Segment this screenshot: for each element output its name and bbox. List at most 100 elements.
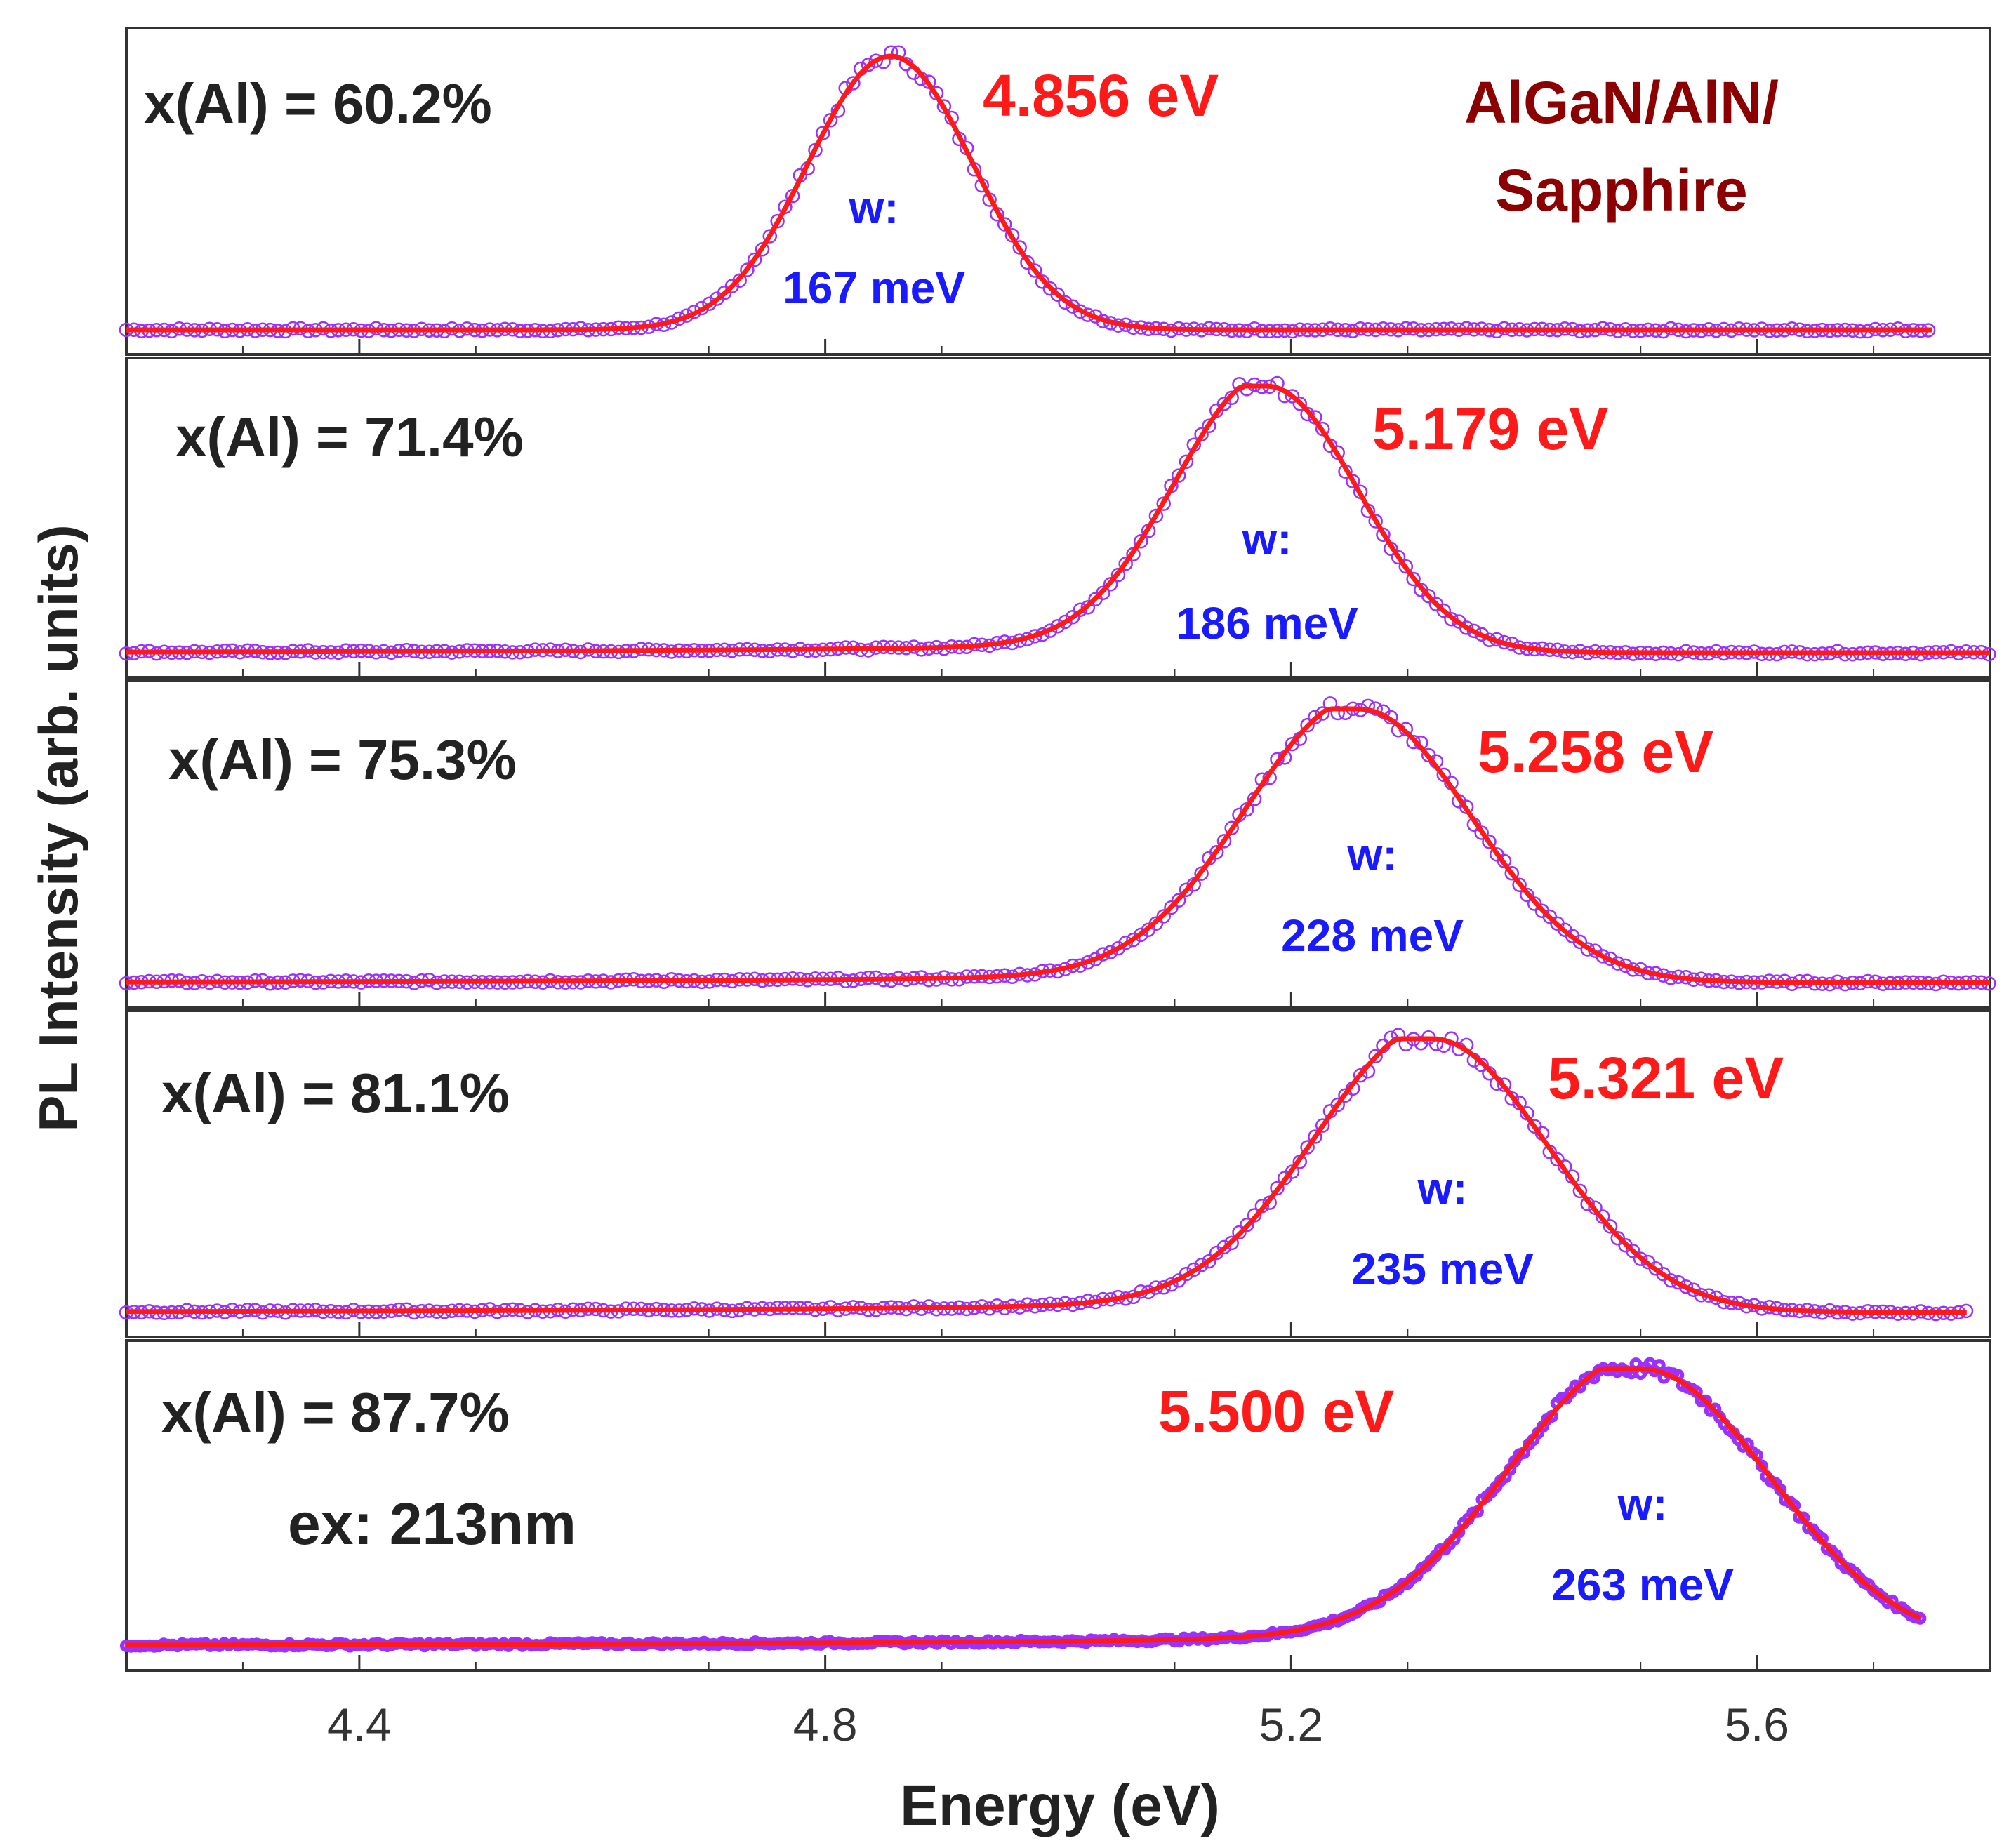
- x-axis-label: Energy (eV): [900, 1774, 1220, 1837]
- data-point: [1406, 734, 1421, 750]
- data-point: [1315, 706, 1330, 721]
- data-point: [740, 262, 755, 277]
- data-point: [1626, 1244, 1640, 1258]
- data-point: [1270, 1181, 1285, 1196]
- width-value: 228 meV: [1281, 910, 1464, 961]
- data-point: [1050, 618, 1065, 634]
- data-point: [1224, 1235, 1239, 1251]
- panel-3: x(Al) = 75.3% 5.258 eV w: 228 meV: [119, 679, 1996, 1009]
- data-point: [846, 76, 861, 91]
- sample-label-line2: Sapphire: [1495, 157, 1747, 223]
- data-point: [1421, 588, 1436, 604]
- data-point: [732, 273, 747, 288]
- panel-1: x(Al) = 60.2% 4.856 eV w: 167 meV: [119, 27, 1991, 356]
- x-tick-label: 5.2: [1259, 1699, 1324, 1750]
- y-axis-label: PL Intensity (arb. units): [27, 524, 89, 1131]
- data-point: [1028, 263, 1042, 278]
- panels: x(Al) = 60.2% 4.856 eV w: 167 meV x(Al) = 71…: [119, 27, 1996, 1672]
- data-point: [1050, 287, 1065, 302]
- data-point: [1398, 559, 1414, 574]
- width-label: w:: [1617, 1479, 1667, 1529]
- panel-4: x(Al) = 81.1% 5.321 eV w: 235 meV: [119, 1009, 1991, 1338]
- peak-energy-label: 4.856 eV: [983, 62, 1219, 128]
- data-point: [1065, 299, 1080, 314]
- data-point: [1308, 1129, 1322, 1144]
- data-point: [1527, 896, 1542, 911]
- data-point: [1202, 1254, 1216, 1269]
- data-point: [1232, 1225, 1247, 1240]
- data-point: [1633, 1251, 1648, 1266]
- data-point: [1596, 949, 1610, 964]
- data-point: [1353, 1068, 1368, 1083]
- data-point: [1391, 550, 1406, 565]
- data-point: [1134, 534, 1148, 549]
- data-point: [1459, 620, 1474, 635]
- composition-label: x(Al) = 81.1%: [161, 1062, 510, 1124]
- data-point: [1103, 945, 1118, 959]
- data-point: [1164, 900, 1179, 915]
- data-point: [816, 126, 830, 140]
- data-point: [823, 113, 838, 128]
- data-point: [1406, 571, 1421, 587]
- panel-frame: [125, 1009, 1991, 1338]
- data-point: [1330, 1097, 1345, 1112]
- peak-energy-label: 5.179 eV: [1372, 396, 1608, 462]
- data-point: [1118, 556, 1133, 571]
- data-point: [868, 53, 884, 68]
- data-point: [1603, 1219, 1618, 1234]
- data-point: [1080, 600, 1096, 615]
- data-point: [1202, 418, 1216, 434]
- sample-label-line1: AlGaN/AlN/: [1464, 69, 1779, 135]
- data-point: [1134, 927, 1148, 943]
- data-point: [1368, 1049, 1383, 1063]
- panel-2: x(Al) = 71.4% 5.179 eV w: 186 meV: [119, 357, 1996, 679]
- data-point: [1474, 825, 1489, 840]
- data-point: [1482, 835, 1497, 849]
- data-point: [1110, 567, 1126, 583]
- data-point: [1572, 934, 1588, 950]
- data-point: [1652, 1359, 1666, 1372]
- fit-line: [126, 1366, 1921, 1648]
- data-point: [1315, 1118, 1330, 1133]
- x-tick-label: 4.8: [793, 1699, 858, 1750]
- data-point: [1194, 1258, 1209, 1272]
- data-point: [1285, 389, 1300, 404]
- data-point: [1436, 767, 1452, 783]
- composition-label: x(Al) = 87.7%: [161, 1381, 510, 1444]
- peak-energy-label: 5.258 eV: [1478, 719, 1713, 785]
- data-point: [1300, 1140, 1315, 1155]
- data-point: [1065, 609, 1080, 625]
- panel-frame: [125, 27, 1991, 356]
- data-point: [1436, 603, 1452, 618]
- data-point: [1376, 527, 1391, 542]
- width-label: w:: [1241, 514, 1292, 564]
- x-tick-label: 4.4: [327, 1699, 392, 1750]
- data-point: [1346, 474, 1360, 488]
- composition-label: x(Al) = 75.3%: [168, 729, 517, 791]
- fit-line: [126, 383, 1990, 656]
- data-point: [1300, 717, 1315, 733]
- data-point: [1504, 865, 1520, 881]
- width-value: 167 meV: [783, 262, 965, 313]
- width-label: w:: [848, 182, 898, 233]
- panel-frame: [125, 357, 1991, 679]
- data-point: [747, 252, 762, 267]
- data-point: [1096, 585, 1110, 601]
- data-point: [1148, 916, 1164, 931]
- data-point: [1103, 577, 1118, 592]
- panel-frame: [125, 679, 1991, 1009]
- data-point: [1308, 710, 1322, 724]
- data-point: [1520, 887, 1534, 903]
- x-tick-label: 5.6: [1725, 1699, 1789, 1750]
- data-point: [1512, 877, 1527, 892]
- data-point: [1179, 882, 1194, 897]
- data-point: [762, 229, 778, 244]
- data-point: [1171, 893, 1186, 908]
- peak-energy-label: 5.500 eV: [1158, 1378, 1394, 1444]
- data-point: [1474, 1058, 1489, 1072]
- excitation-label: ex: 213nm: [288, 1491, 576, 1557]
- composition-label: x(Al) = 71.4%: [175, 406, 524, 468]
- data-point: [997, 217, 1012, 232]
- data-point: [1216, 1239, 1232, 1255]
